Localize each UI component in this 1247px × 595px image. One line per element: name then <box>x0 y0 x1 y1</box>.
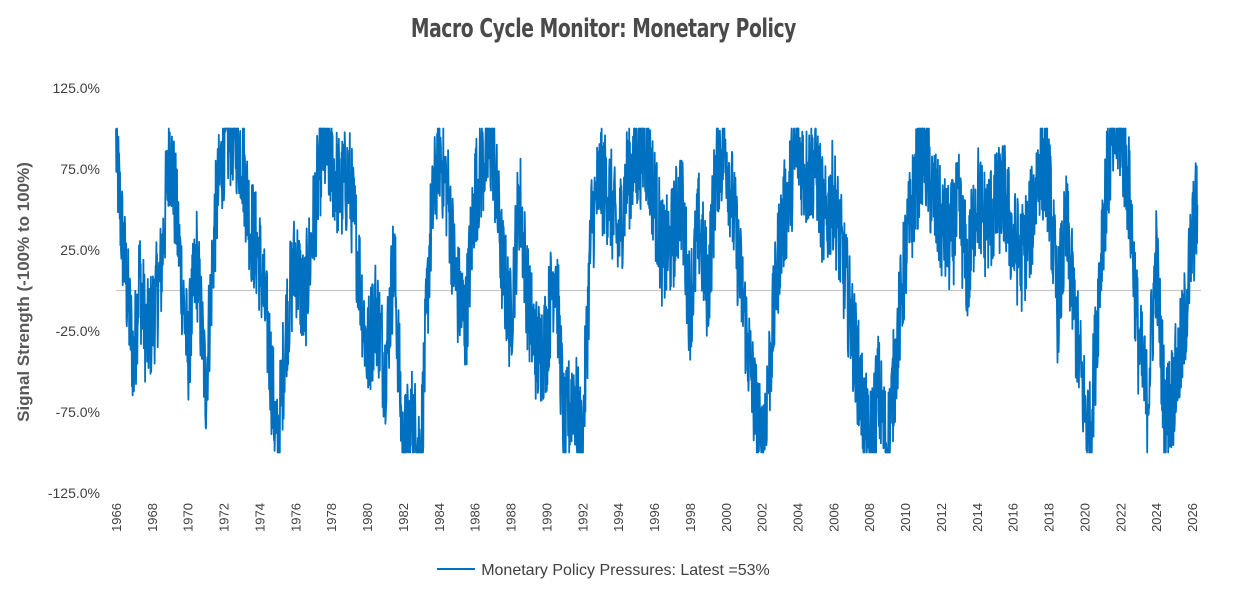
x-tick-label: 1998 <box>683 503 698 532</box>
x-tick-label: 1988 <box>504 503 519 532</box>
x-tick-label: 1982 <box>396 503 411 532</box>
x-tick-label: 2020 <box>1077 503 1092 532</box>
x-tick-label: 2026 <box>1185 503 1200 532</box>
x-tick-label: 2018 <box>1042 503 1057 532</box>
x-tick-label: 1976 <box>288 503 303 532</box>
x-tick-label: 1994 <box>611 503 626 532</box>
x-tick-label: 1984 <box>432 503 447 532</box>
x-tick-label: 1996 <box>647 503 662 532</box>
x-tick-label: 1968 <box>145 503 160 532</box>
x-tick-label: 1980 <box>360 503 375 532</box>
x-tick-label: 2008 <box>862 503 877 532</box>
x-tick-label: 2004 <box>790 503 805 532</box>
x-tick-label: 2022 <box>1113 503 1128 532</box>
y-tick-label: -75.0% <box>56 404 100 420</box>
x-tick-label: 1992 <box>575 503 590 532</box>
x-tick-label: 1966 <box>109 503 124 532</box>
x-tick-label: 2024 <box>1149 503 1164 532</box>
x-tick-label: 1972 <box>217 503 232 532</box>
x-tick-label: 2002 <box>755 503 770 532</box>
y-tick-label: 125.0% <box>53 80 100 96</box>
x-tick-label: 2014 <box>970 503 985 532</box>
x-tick-label: 1978 <box>324 503 339 532</box>
y-tick-label: -125.0% <box>48 485 100 501</box>
x-tick-label: 1986 <box>468 503 483 532</box>
y-tick-label: -25.0% <box>56 323 100 339</box>
x-axis-ticks: 1966 1968 1970 1972 1974 1976 1978 1980 1982 1984… <box>109 503 1200 532</box>
x-tick-label: 2006 <box>826 503 841 532</box>
series-line-monetary-policy <box>115 127 1199 454</box>
x-tick-label: 1974 <box>252 503 267 532</box>
y-axis-ticks: 125.0% 75.0% 25.0% -25.0% -75.0% -125.0% <box>48 80 100 501</box>
legend-label: Monetary Policy Pressures: Latest =53% <box>481 562 770 579</box>
x-tick-label: 2000 <box>719 503 734 532</box>
legend-swatch <box>437 567 476 570</box>
chart-title: Macro Cycle Monitor: Monetary Policy <box>410 14 797 44</box>
y-tick-label: 25.0% <box>60 242 100 258</box>
x-tick-label: 2016 <box>1006 503 1021 532</box>
x-tick-label: 1990 <box>539 503 554 532</box>
x-tick-label: 1970 <box>181 503 196 532</box>
legend: Monetary Policy Pressures: Latest =53% <box>0 562 1207 580</box>
x-tick-label: 2012 <box>934 503 949 532</box>
x-tick-label: 2010 <box>898 503 913 532</box>
y-tick-label: 75.0% <box>60 161 100 177</box>
